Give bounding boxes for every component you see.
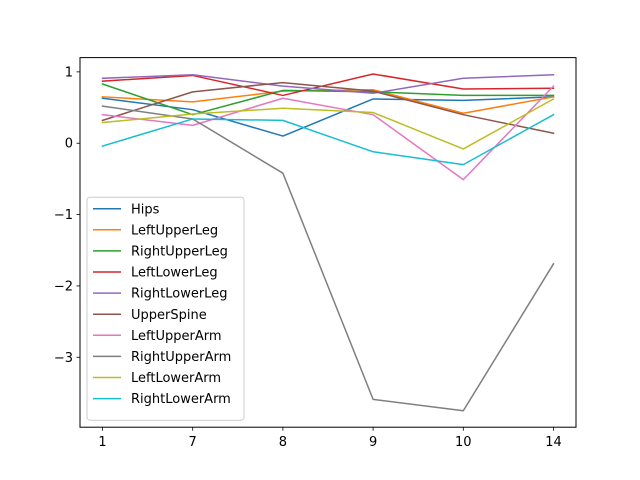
legend-label: LeftLowerArm — [131, 371, 221, 386]
series-line-rightlowerleg — [101, 73, 555, 95]
legend-label: LeftUpperArm — [131, 329, 222, 344]
legend-label: LeftUpperLeg — [131, 223, 218, 238]
legend-label: RightLowerLeg — [131, 287, 227, 302]
series-line-hips — [101, 96, 555, 137]
y-tick-label: 1 — [65, 65, 73, 80]
y-tick-label: −1 — [54, 208, 73, 223]
series-line-rightlowerarm — [101, 113, 555, 166]
x-tick-label: 9 — [369, 435, 377, 450]
y-tick-label: −3 — [54, 351, 73, 366]
x-tick-label: 10 — [455, 435, 472, 450]
legend-label: RightUpperArm — [131, 350, 231, 365]
x-tick-label: 8 — [279, 435, 287, 450]
plot-frame — [79, 57, 577, 428]
series-line-rightupperleg — [101, 83, 555, 116]
plot-lines — [101, 73, 555, 412]
y-axis: 1 0 −1 −2 −3 — [54, 65, 80, 366]
legend-label: RightUpperLeg — [131, 245, 228, 260]
legend-label: UpperSpine — [131, 308, 207, 323]
x-tick-label: 7 — [189, 435, 197, 450]
series-line-leftlowerarm — [101, 97, 555, 150]
y-tick-label: 0 — [65, 137, 73, 152]
y-tick-label: −2 — [54, 279, 73, 294]
series-line-upperspine — [101, 81, 555, 135]
x-tick-label: 14 — [545, 435, 562, 450]
legend-label: RightLowerArm — [131, 392, 231, 407]
legend-label: Hips — [131, 202, 160, 217]
x-axis: 1 7 8 9 10 14 — [98, 427, 562, 450]
legend-box — [86, 196, 245, 421]
series-line-rightupperarm — [101, 105, 555, 412]
series-line-leftlowerleg — [101, 73, 555, 97]
x-tick-label: 1 — [98, 435, 106, 450]
legend-label: LeftLowerLeg — [131, 266, 218, 281]
legend: Hips LeftUpperLeg RightUpperLeg LeftLowerLe… — [86, 196, 245, 421]
